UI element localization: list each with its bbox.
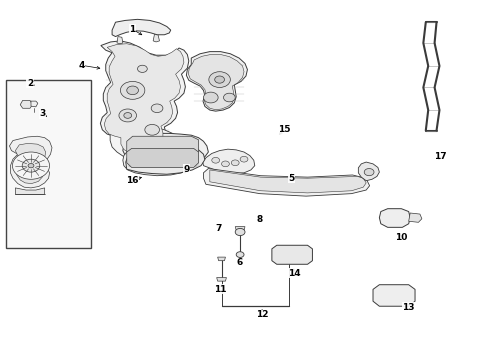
Polygon shape	[123, 134, 208, 163]
Polygon shape	[31, 101, 38, 107]
Circle shape	[22, 159, 40, 172]
Text: 7: 7	[215, 224, 221, 233]
Circle shape	[235, 228, 245, 235]
Circle shape	[221, 161, 229, 167]
Text: 11: 11	[214, 285, 227, 294]
Text: 6: 6	[237, 258, 243, 267]
Polygon shape	[272, 245, 313, 264]
Circle shape	[124, 113, 132, 118]
Circle shape	[203, 92, 218, 103]
Polygon shape	[127, 148, 198, 167]
Circle shape	[223, 93, 235, 102]
Circle shape	[215, 76, 224, 83]
Polygon shape	[203, 149, 255, 174]
Circle shape	[236, 252, 244, 257]
Circle shape	[119, 109, 137, 122]
Text: 5: 5	[288, 174, 294, 183]
Polygon shape	[203, 168, 369, 196]
Polygon shape	[100, 41, 189, 156]
Polygon shape	[409, 213, 422, 222]
Polygon shape	[9, 136, 52, 188]
Polygon shape	[188, 54, 244, 110]
Circle shape	[121, 81, 145, 99]
Polygon shape	[112, 19, 171, 37]
Text: 14: 14	[288, 269, 300, 278]
Polygon shape	[217, 278, 226, 281]
Text: 9: 9	[183, 165, 190, 174]
Polygon shape	[15, 188, 45, 194]
Polygon shape	[153, 34, 159, 42]
Text: 2: 2	[27, 79, 33, 88]
Circle shape	[12, 152, 49, 179]
Bar	[5, 80, 91, 248]
Circle shape	[138, 65, 147, 72]
Circle shape	[209, 72, 230, 87]
Text: 1: 1	[129, 25, 136, 34]
Text: 10: 10	[395, 233, 408, 242]
Circle shape	[231, 160, 239, 166]
Text: 16: 16	[126, 176, 139, 185]
Polygon shape	[20, 100, 32, 108]
Circle shape	[151, 104, 163, 113]
Polygon shape	[379, 209, 410, 227]
Text: 12: 12	[256, 310, 269, 319]
Polygon shape	[186, 51, 247, 111]
Text: 17: 17	[434, 152, 447, 161]
Polygon shape	[218, 257, 225, 261]
Polygon shape	[123, 152, 196, 176]
Text: 3: 3	[39, 109, 46, 118]
Circle shape	[145, 125, 159, 135]
Text: 4: 4	[78, 61, 84, 70]
Polygon shape	[15, 143, 46, 184]
Text: 13: 13	[402, 303, 415, 312]
Circle shape	[212, 157, 220, 163]
Polygon shape	[235, 226, 245, 230]
Text: 15: 15	[278, 125, 291, 134]
Polygon shape	[210, 170, 366, 193]
Circle shape	[28, 163, 34, 168]
Circle shape	[240, 156, 248, 162]
Polygon shape	[127, 136, 198, 157]
Polygon shape	[126, 145, 205, 174]
Circle shape	[127, 86, 139, 95]
Polygon shape	[104, 44, 184, 154]
Polygon shape	[373, 285, 415, 306]
Polygon shape	[108, 126, 180, 160]
Text: 8: 8	[257, 215, 263, 224]
Circle shape	[364, 168, 374, 176]
Polygon shape	[117, 37, 123, 44]
Polygon shape	[358, 162, 379, 181]
